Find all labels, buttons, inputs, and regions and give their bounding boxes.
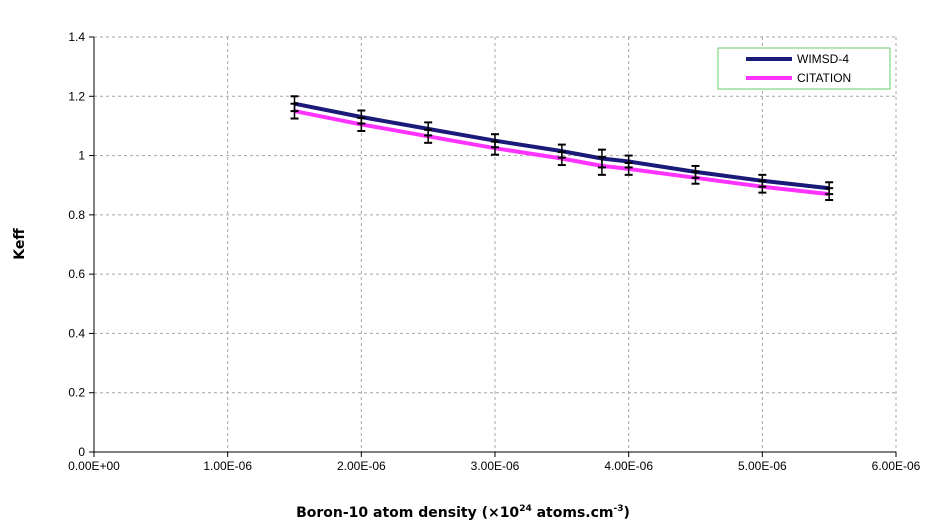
- x-axis-title: Boron-10 atom density (×1024 atoms.cm-3): [296, 504, 630, 521]
- x-tick-label: 4.00E-06: [604, 459, 653, 473]
- y-tick-label: 1.4: [68, 30, 85, 44]
- x-tick-label: 2.00E-06: [337, 459, 386, 473]
- grid: [94, 36, 897, 452]
- x-axis-title-sup1: 24: [519, 504, 532, 514]
- error-bar: [290, 102, 299, 120]
- error-bar: [557, 151, 566, 167]
- y-tick-label: 1.2: [68, 89, 85, 103]
- x-tick-label: 5.00E-06: [738, 459, 787, 473]
- error-bar: [758, 179, 767, 194]
- legend-label-citation: CITATION: [797, 71, 851, 85]
- error-bar: [624, 161, 633, 176]
- legend-box: [717, 47, 891, 90]
- x-tick-label: 0.00E+00: [68, 459, 120, 473]
- axes: [89, 36, 897, 457]
- x-axis-title-sup2: -3: [613, 504, 623, 514]
- x-axis-title-main: Boron-10 atom density (×10: [296, 505, 519, 521]
- y-tick-label: 1: [78, 149, 85, 163]
- error-bar: [597, 156, 606, 176]
- x-tick-label: 6.00E-06: [872, 459, 921, 473]
- legend-label-wimsd: WIMSD-4: [797, 52, 849, 66]
- errorbar-layer: [290, 95, 834, 202]
- error-bar: [491, 140, 499, 156]
- series-line-wimsd-4: [294, 101, 830, 191]
- y-tick-label: 0: [78, 445, 85, 459]
- x-tick-label: 3.00E-06: [471, 459, 520, 473]
- y-tick-label: 0.2: [68, 386, 85, 400]
- error-bar: [691, 170, 700, 185]
- y-axis-title: Keff: [12, 228, 28, 260]
- x-axis-title-mid: atoms.cm: [532, 505, 614, 521]
- error-bar: [357, 116, 366, 132]
- series-line-citation: [294, 109, 830, 197]
- tick-labels: 0 0.2 0.4 0.6 0.8 1 1.2 1.4 0.00E+00 1.00E-06 2.00…: [68, 30, 921, 473]
- legend: WIMSD-4 CITATION: [717, 47, 891, 90]
- y-tick-label: 0.6: [68, 267, 85, 281]
- y-tick-label: 0.8: [68, 208, 85, 222]
- x-axis-title-end: ): [623, 505, 629, 521]
- error-bar: [825, 187, 834, 202]
- y-tick-label: 0.4: [68, 326, 85, 340]
- x-tick-label: 1.00E-06: [203, 459, 252, 473]
- error-bar: [424, 128, 433, 144]
- series-layer: [294, 101, 830, 197]
